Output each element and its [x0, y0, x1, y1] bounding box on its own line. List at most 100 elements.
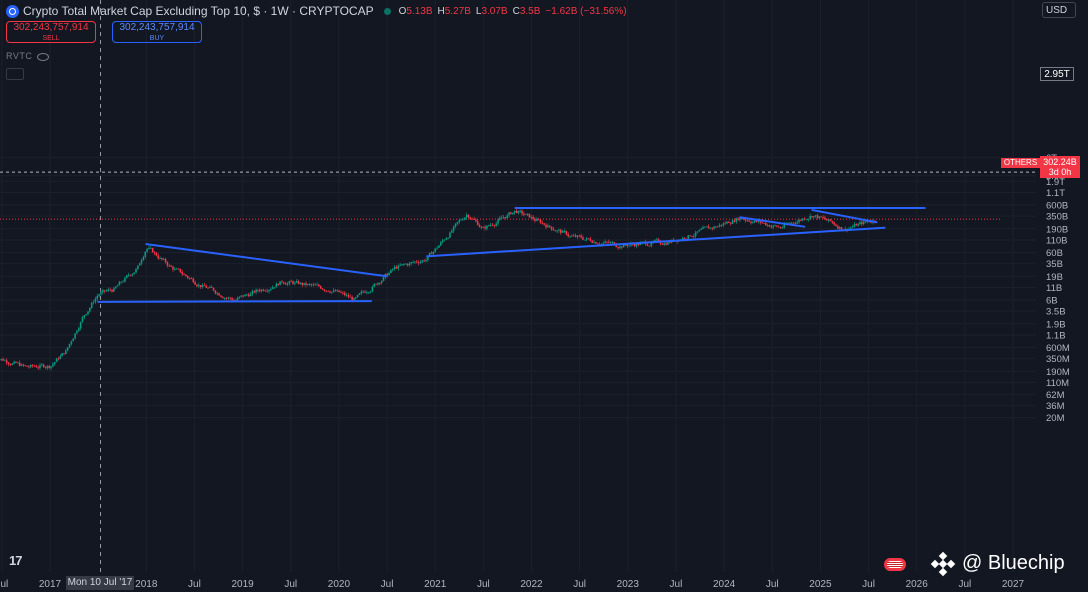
- candle-body: [811, 216, 813, 218]
- candle-body: [247, 294, 250, 297]
- candle-body: [774, 225, 776, 227]
- trendline-3[interactable]: [426, 226, 886, 258]
- candle-body: [94, 298, 97, 303]
- candle-body: [866, 221, 869, 223]
- trendline-5[interactable]: [739, 216, 806, 228]
- candle-body: [487, 225, 490, 227]
- candle-body: [303, 283, 305, 285]
- candle-body: [242, 295, 244, 297]
- candle-body: [560, 229, 562, 233]
- x-tick-label: Jul: [284, 579, 297, 590]
- candle-body: [415, 261, 418, 263]
- candle-body: [199, 285, 202, 287]
- candle-body: [323, 289, 326, 291]
- candle-body: [325, 290, 328, 292]
- candle-body: [761, 222, 763, 224]
- trendline-1[interactable]: [97, 300, 372, 303]
- candle-body: [175, 268, 178, 270]
- candle-body: [63, 353, 65, 355]
- x-tick-label: 2017: [39, 579, 62, 590]
- candle-body: [482, 227, 485, 228]
- currency-select[interactable]: USD: [1042, 2, 1076, 18]
- candle-body: [825, 219, 828, 221]
- x-tick-label: 2018: [135, 579, 158, 590]
- candle-body: [79, 322, 82, 329]
- indicator-legend[interactable]: RVTC: [6, 51, 50, 61]
- candle-body: [814, 215, 817, 217]
- candle-body: [524, 214, 527, 216]
- candle-body: [504, 217, 507, 219]
- candle-body: [781, 227, 784, 229]
- candle-body: [286, 283, 289, 285]
- watermark-text: @ Bluechip: [962, 552, 1065, 574]
- candle-body: [380, 281, 383, 284]
- candle-body: [626, 244, 629, 247]
- y-tick-label: 1.1B: [1046, 331, 1066, 342]
- candle-body: [138, 263, 141, 266]
- ohlc-value-2: 3.07B: [481, 5, 508, 17]
- trendline-2[interactable]: [145, 243, 389, 278]
- market-status-icon: [383, 7, 391, 15]
- candle-body: [161, 257, 163, 260]
- candle-body: [537, 219, 540, 221]
- candle-body: [467, 214, 470, 218]
- candle-body: [33, 365, 36, 367]
- candle-body: [500, 217, 503, 219]
- candle-body: [131, 274, 134, 276]
- candle-body: [347, 294, 350, 297]
- candle-body: [255, 289, 257, 293]
- candle-body: [406, 263, 409, 266]
- candle-body: [229, 297, 232, 299]
- candle-body: [144, 251, 147, 257]
- candle-body: [443, 239, 446, 241]
- candle-body: [92, 302, 95, 303]
- candle-body: [696, 231, 699, 233]
- x-tick-label: Jul: [670, 579, 683, 590]
- buy-button[interactable]: 302,243,757,914 BUY: [112, 21, 202, 43]
- candle-body: [519, 210, 521, 212]
- candle-body: [345, 294, 348, 296]
- candle-body: [390, 269, 392, 274]
- eye-icon[interactable]: [37, 52, 50, 61]
- candle-body: [399, 265, 401, 266]
- candle-body: [628, 245, 630, 247]
- candle-body: [85, 314, 87, 316]
- candle-body: [294, 282, 296, 284]
- candle-body: [273, 287, 276, 289]
- candle-body: [578, 235, 581, 237]
- last-price-value: 302.24B: [1043, 157, 1077, 167]
- candle-body: [447, 237, 449, 239]
- candle-body: [262, 289, 265, 291]
- sell-button[interactable]: 302,243,757,914 SELL: [6, 21, 96, 43]
- candle-body: [646, 244, 649, 246]
- candle-body: [120, 281, 123, 283]
- candle-body: [563, 230, 566, 232]
- candle-body: [698, 229, 701, 232]
- candle-body: [28, 366, 30, 368]
- candle-body: [5, 360, 8, 363]
- candle-body: [18, 362, 21, 366]
- candle-body: [585, 238, 588, 240]
- candle-body: [508, 212, 510, 216]
- candle-body: [72, 338, 75, 342]
- candle-body: [371, 286, 374, 292]
- candle-body: [624, 244, 627, 246]
- trendline-6[interactable]: [811, 209, 878, 224]
- us-flag-icon[interactable]: [884, 558, 906, 571]
- candle-body: [308, 284, 311, 285]
- candle-body: [135, 268, 137, 273]
- candle-body: [759, 220, 762, 223]
- candle-body: [260, 289, 263, 292]
- x-tick-label: 2027: [1002, 579, 1025, 590]
- candle-body: [11, 363, 14, 365]
- candle-body: [694, 232, 697, 237]
- candle-body: [777, 226, 780, 228]
- candle-body: [403, 264, 405, 265]
- tradingview-logo-icon[interactable]: 17: [9, 553, 23, 568]
- candle-body: [824, 217, 826, 220]
- candle-body: [615, 245, 618, 248]
- symbol-title[interactable]: Crypto Total Market Cap Excluding Top 10…: [23, 4, 374, 18]
- candle-body: [728, 221, 730, 224]
- collapse-legend-button[interactable]: [6, 68, 24, 80]
